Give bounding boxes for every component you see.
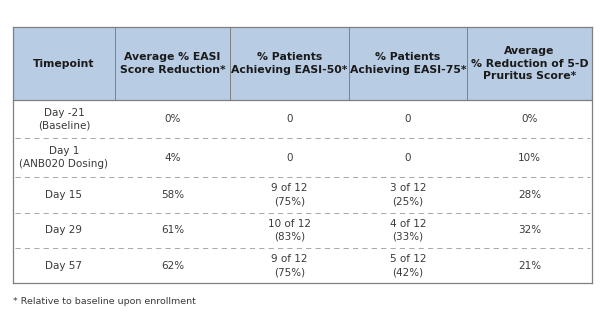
Text: 9 of 12
(75%): 9 of 12 (75%) [271, 254, 308, 277]
Bar [13, 177, 592, 213]
Text: 62%: 62% [161, 260, 184, 271]
Bar [13, 248, 592, 283]
Text: 32%: 32% [518, 225, 541, 235]
Text: Timepoint: Timepoint [33, 59, 94, 69]
Bar [13, 138, 592, 177]
Bar [13, 27, 592, 100]
Text: 10%: 10% [518, 153, 541, 163]
Text: 0: 0 [405, 153, 411, 163]
Text: % Patients
Achieving EASI-50*: % Patients Achieving EASI-50* [231, 52, 348, 75]
Text: 9 of 12
(75%): 9 of 12 (75%) [271, 184, 308, 206]
Text: % Patients
Achieving EASI-75*: % Patients Achieving EASI-75* [350, 52, 466, 75]
Text: Average
% Reduction of 5-D
Pruritus Score*: Average % Reduction of 5-D Pruritus Scor… [471, 46, 588, 81]
Text: 4%: 4% [164, 153, 181, 163]
Bar [13, 100, 592, 138]
Text: Day 29: Day 29 [45, 225, 82, 235]
Text: 58%: 58% [161, 190, 184, 200]
Text: 0%: 0% [164, 114, 180, 124]
Text: 4 of 12
(33%): 4 of 12 (33%) [390, 219, 427, 242]
Text: 61%: 61% [161, 225, 184, 235]
Text: 0: 0 [286, 153, 293, 163]
Text: Day 1
(ANB020 Dosing): Day 1 (ANB020 Dosing) [19, 147, 108, 169]
Text: 21%: 21% [518, 260, 541, 271]
Text: Day 57: Day 57 [45, 260, 82, 271]
Text: 5 of 12
(42%): 5 of 12 (42%) [390, 254, 427, 277]
Text: Average % EASI
Score Reduction*: Average % EASI Score Reduction* [120, 52, 225, 75]
Text: Day -21
(Baseline): Day -21 (Baseline) [38, 108, 90, 130]
Text: 28%: 28% [518, 190, 541, 200]
Bar [13, 213, 592, 248]
Text: * Relative to baseline upon enrollment: * Relative to baseline upon enrollment [13, 297, 196, 306]
Text: 0%: 0% [522, 114, 538, 124]
Text: 10 of 12
(83%): 10 of 12 (83%) [268, 219, 311, 242]
Text: 0: 0 [405, 114, 411, 124]
Text: Day 15: Day 15 [45, 190, 82, 200]
Text: 0: 0 [286, 114, 293, 124]
Text: 3 of 12
(25%): 3 of 12 (25%) [390, 184, 427, 206]
